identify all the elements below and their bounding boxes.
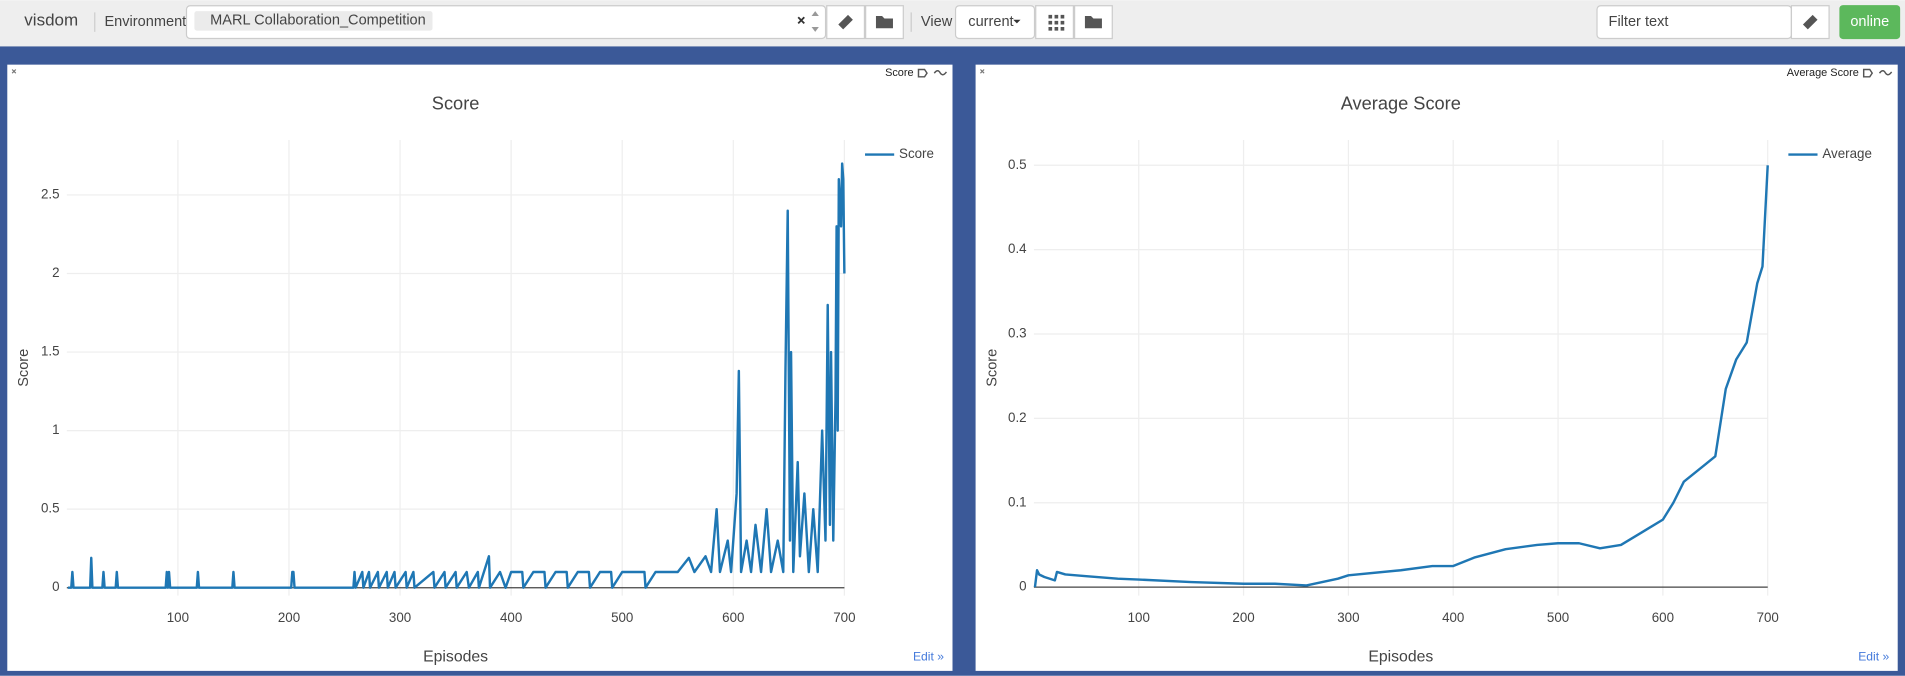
close-icon[interactable]: [980, 69, 985, 74]
view-label: View: [921, 14, 953, 30]
x-tick-label: 400: [500, 610, 522, 625]
x-tick-label: 200: [278, 610, 300, 625]
y-axis-label: Score: [984, 349, 1000, 387]
x-tick-label: 100: [167, 610, 189, 625]
env-label: Environment: [104, 14, 186, 30]
edit-link[interactable]: Edit »: [1858, 650, 1889, 664]
grid-icon: [1048, 14, 1065, 31]
data-line: [1033, 165, 1769, 588]
legend-label: Score: [899, 146, 934, 161]
panel-label: Average Score: [1787, 67, 1859, 79]
x-tick-label: 500: [1547, 610, 1569, 625]
y-tick-label: 0.5: [1008, 157, 1027, 172]
eraser-icon: [1802, 14, 1818, 30]
panel: [7, 64, 953, 671]
clear-icon[interactable]: [797, 16, 805, 24]
eraser-icon: [838, 14, 853, 30]
x-tick-label: 700: [1757, 610, 1779, 625]
legend-label: Average: [1822, 146, 1872, 161]
x-tick-label: 400: [1442, 610, 1464, 625]
view-value: current: [968, 14, 1013, 30]
y-tick-label: 0.3: [1008, 326, 1027, 341]
status-text: online: [1850, 14, 1889, 30]
y-tick-label: 0: [1019, 579, 1026, 594]
panel: [975, 64, 1898, 671]
x-tick-label: 200: [1232, 610, 1254, 625]
filter-placeholder: Filter text: [1609, 14, 1669, 30]
y-tick-label: 2: [52, 265, 59, 280]
x-axis-label: Episodes: [1368, 649, 1433, 666]
folder-icon: [1084, 16, 1102, 29]
arrows-icon: [811, 11, 819, 32]
x-tick-label: 100: [1128, 610, 1150, 625]
status-button[interactable]: [1839, 5, 1901, 40]
x-tick-label: 600: [722, 610, 744, 625]
y-tick-label: 2.5: [41, 186, 60, 201]
x-tick-label: 700: [833, 610, 855, 625]
edit-link[interactable]: Edit »: [913, 650, 944, 664]
panel-icons[interactable]: [917, 68, 948, 78]
brand: visdom: [24, 10, 78, 29]
data-line: [67, 162, 846, 589]
view-dropdown[interactable]: [954, 5, 1036, 40]
x-tick-label: 600: [1652, 610, 1674, 625]
y-tick-label: 0.5: [41, 501, 60, 516]
env-value: MARL Collaboration_Competition: [210, 13, 426, 29]
panel-icons[interactable]: [1862, 68, 1893, 78]
x-tick-label: 300: [389, 610, 411, 625]
folder-icon: [875, 16, 893, 29]
x-tick-label: 500: [611, 610, 633, 625]
close-icon[interactable]: [11, 69, 17, 74]
chart-title: Score: [432, 94, 480, 114]
x-axis-label: Episodes: [423, 649, 488, 666]
x-tick-label: 300: [1337, 610, 1359, 625]
env-chip[interactable]: [194, 11, 433, 31]
panel-label: Score: [885, 67, 914, 79]
chart-title: Average Score: [1341, 94, 1461, 114]
y-tick-label: 0.2: [1008, 410, 1027, 425]
caret-icon: [1013, 19, 1021, 24]
y-tick-label: 0.1: [1008, 494, 1027, 509]
y-tick-label: 1: [52, 422, 59, 437]
y-axis-label: Score: [16, 349, 32, 387]
y-tick-label: 1.5: [41, 344, 60, 359]
y-tick-label: 0.4: [1008, 241, 1027, 256]
y-tick-label: 0: [52, 579, 59, 594]
